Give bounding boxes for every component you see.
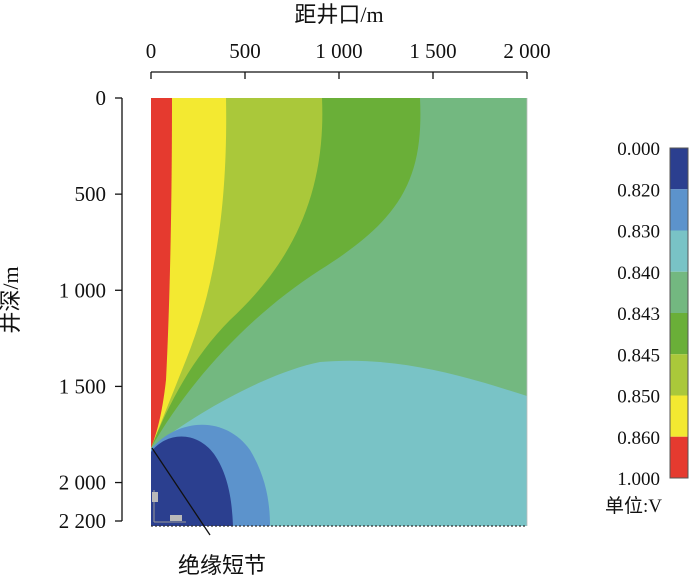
- legend-band-0.860-1.000: [670, 436, 688, 478]
- y-tick-label-4: 2 000: [59, 471, 106, 495]
- y-axis-title: 井深/m: [0, 266, 23, 333]
- legend-band-0.845-0.850: [670, 354, 688, 396]
- legend-band-0.820-0.830: [670, 189, 688, 231]
- legend-band-0.000-0.820: [670, 148, 688, 190]
- x-axis: 0 500 1 000 1 500 2 000 距井口/m: [146, 2, 551, 79]
- x-tick-label-4: 2 000: [503, 39, 550, 63]
- x-tick-label-0: 0: [146, 39, 157, 63]
- legend-band-0.840-0.843: [670, 271, 688, 313]
- insulated-sub-annotation: 绝缘短节: [151, 447, 266, 578]
- y-tick-label-3: 1 500: [59, 374, 106, 398]
- x-tick-label-1: 500: [229, 39, 261, 63]
- legend-label-1: 0.820: [617, 180, 660, 201]
- x-tick-label-3: 1 500: [409, 39, 456, 63]
- y-tick-label-0: 0: [96, 86, 107, 110]
- legend-label-2: 0.830: [617, 222, 660, 243]
- legend-unit-label: 单位:V: [605, 495, 662, 517]
- annotation-label: 绝缘短节: [178, 553, 266, 578]
- y-tick-label-5: 2 200: [59, 509, 106, 533]
- x-axis-title: 距井口/m: [294, 2, 383, 27]
- legend-label-3: 0.840: [617, 263, 660, 284]
- legend-band-0.850-0.860: [670, 395, 688, 437]
- legend-label-7: 0.860: [617, 428, 660, 449]
- region-band-0.000-0.820: [151, 436, 233, 526]
- legend-label-0: 0.000: [617, 139, 660, 160]
- contour-map: [151, 98, 528, 527]
- region-band-0.860-1.000: [151, 98, 172, 448]
- legend-band-0.830-0.840: [670, 230, 688, 272]
- legend-label-4: 0.843: [617, 304, 660, 325]
- y-tick-label-1: 500: [75, 182, 107, 206]
- legend-label-5: 0.845: [617, 345, 660, 366]
- legend-label-6: 0.850: [617, 387, 660, 408]
- legend-label-8: 1.000: [617, 469, 660, 490]
- y-tick-label-2: 1 000: [59, 278, 106, 302]
- x-tick-label-2: 1 000: [315, 39, 362, 63]
- legend: 0.000 0.820 0.830 0.840 0.843 0.845 0.850 0.860…: [605, 139, 689, 517]
- legend-band-0.843-0.845: [670, 313, 688, 355]
- coordinate-triad-icon: [152, 490, 186, 523]
- annotation-leader-line: [151, 447, 211, 536]
- y-axis: 0 500 1 000 1 500 2 000 2 200 井深/m: [0, 86, 123, 533]
- legend-frame: [669, 147, 689, 479]
